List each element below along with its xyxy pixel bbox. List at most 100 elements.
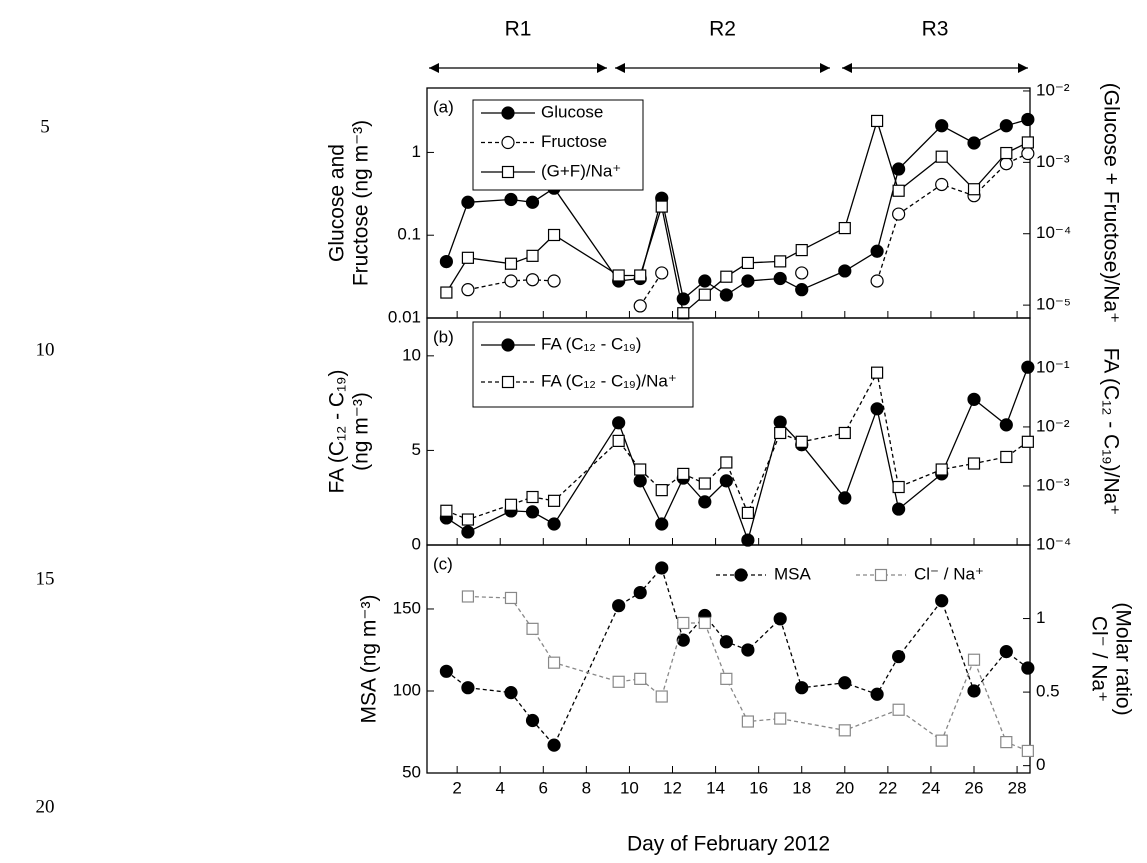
marker — [892, 480, 905, 494]
marker — [461, 513, 475, 526]
marker — [698, 616, 711, 630]
line-number: 5 — [40, 116, 50, 137]
series-line — [467, 595, 1029, 752]
marker — [999, 119, 1013, 133]
marker — [526, 622, 539, 635]
y2-tick-label: 0 — [1036, 755, 1045, 774]
marker — [741, 715, 754, 728]
y2-axis-title: (Glucose + Fructose)/Na⁺ — [1099, 83, 1122, 323]
marker — [440, 504, 453, 517]
legend-label: Cl⁻ / Na⁺ — [914, 564, 984, 583]
marker — [440, 286, 453, 299]
marker — [870, 687, 884, 701]
marker — [741, 256, 754, 270]
marker — [719, 635, 733, 649]
marker — [633, 585, 647, 600]
legend-label: FA (C₁₂ - C₁₉) — [541, 334, 641, 353]
marker — [892, 649, 906, 664]
marker — [612, 269, 625, 282]
marker — [967, 392, 981, 406]
marker — [734, 568, 748, 582]
marker — [547, 656, 561, 669]
x-tick-label: 22 — [878, 778, 897, 797]
marker — [633, 299, 647, 313]
marker — [719, 474, 733, 488]
marker — [547, 738, 561, 752]
marker — [547, 494, 561, 507]
marker — [525, 713, 540, 728]
marker — [1021, 112, 1035, 127]
marker — [967, 183, 981, 196]
marker — [741, 533, 755, 547]
marker — [655, 517, 669, 531]
arrow-head — [615, 63, 625, 73]
marker — [461, 251, 475, 264]
marker — [892, 207, 906, 221]
marker — [698, 477, 711, 490]
marker — [504, 591, 518, 605]
panel-label: (b) — [433, 327, 454, 346]
y2-tick-label: 10⁻² — [1036, 416, 1070, 435]
marker — [461, 195, 475, 209]
marker — [838, 491, 852, 505]
marker — [795, 435, 808, 448]
y-axis-title: MSA (ng m⁻³) — [358, 595, 381, 724]
y-tick-label: 100 — [393, 680, 421, 699]
marker — [1021, 435, 1034, 448]
marker — [655, 484, 668, 497]
marker — [504, 498, 518, 511]
marker — [501, 135, 515, 150]
marker — [935, 734, 948, 747]
marker — [526, 249, 539, 262]
marker — [525, 505, 540, 519]
marker — [439, 664, 453, 678]
y2-axis-title: (Molar ratio) — [1111, 602, 1134, 715]
x-tick-label: 12 — [663, 778, 682, 797]
marker — [741, 506, 754, 519]
line-number: 10 — [36, 339, 55, 360]
x-tick-label: 14 — [706, 778, 725, 797]
x-tick-label: 16 — [749, 778, 768, 797]
y2-tick-label: 1 — [1036, 608, 1045, 627]
marker — [1021, 661, 1035, 675]
marker — [741, 643, 755, 657]
arrow-head — [842, 63, 852, 73]
region-label: R3 — [922, 18, 949, 41]
marker — [547, 517, 561, 531]
marker — [892, 502, 906, 516]
marker — [1021, 136, 1034, 149]
marker — [967, 684, 981, 698]
y-tick-label: 5 — [412, 440, 421, 459]
marker — [655, 266, 669, 280]
marker — [773, 271, 787, 286]
region-label: R2 — [709, 18, 736, 41]
marker — [870, 402, 884, 416]
y2-axis-title: Cl⁻ / Na⁺ — [1087, 616, 1110, 702]
arrow-head — [1018, 63, 1028, 73]
legend-label: Glucose — [541, 102, 603, 121]
marker — [838, 724, 851, 737]
series-line — [446, 370, 1029, 521]
legend-frame — [472, 321, 694, 408]
marker — [838, 264, 852, 278]
y-axis-title: FA (C₁₂ - C₁₉) — [326, 370, 349, 494]
marker — [525, 195, 540, 209]
marker — [774, 712, 787, 725]
y-tick-label: 1 — [412, 142, 421, 161]
y-tick-label: 0.1 — [397, 225, 421, 244]
marker — [838, 426, 851, 440]
marker — [504, 686, 518, 700]
legend-label: MSA — [774, 564, 812, 583]
marker — [612, 416, 626, 430]
marker — [773, 415, 787, 429]
marker — [504, 274, 518, 288]
y-axis-title: (ng m⁻³) — [350, 392, 373, 471]
x-tick-label: 8 — [582, 778, 591, 797]
marker — [870, 274, 884, 288]
arrow-head — [820, 63, 830, 73]
marker — [720, 456, 733, 469]
y-tick-label: 50 — [402, 762, 421, 781]
marker — [655, 200, 668, 213]
marker — [634, 269, 647, 282]
x-tick-label: 18 — [792, 778, 811, 797]
